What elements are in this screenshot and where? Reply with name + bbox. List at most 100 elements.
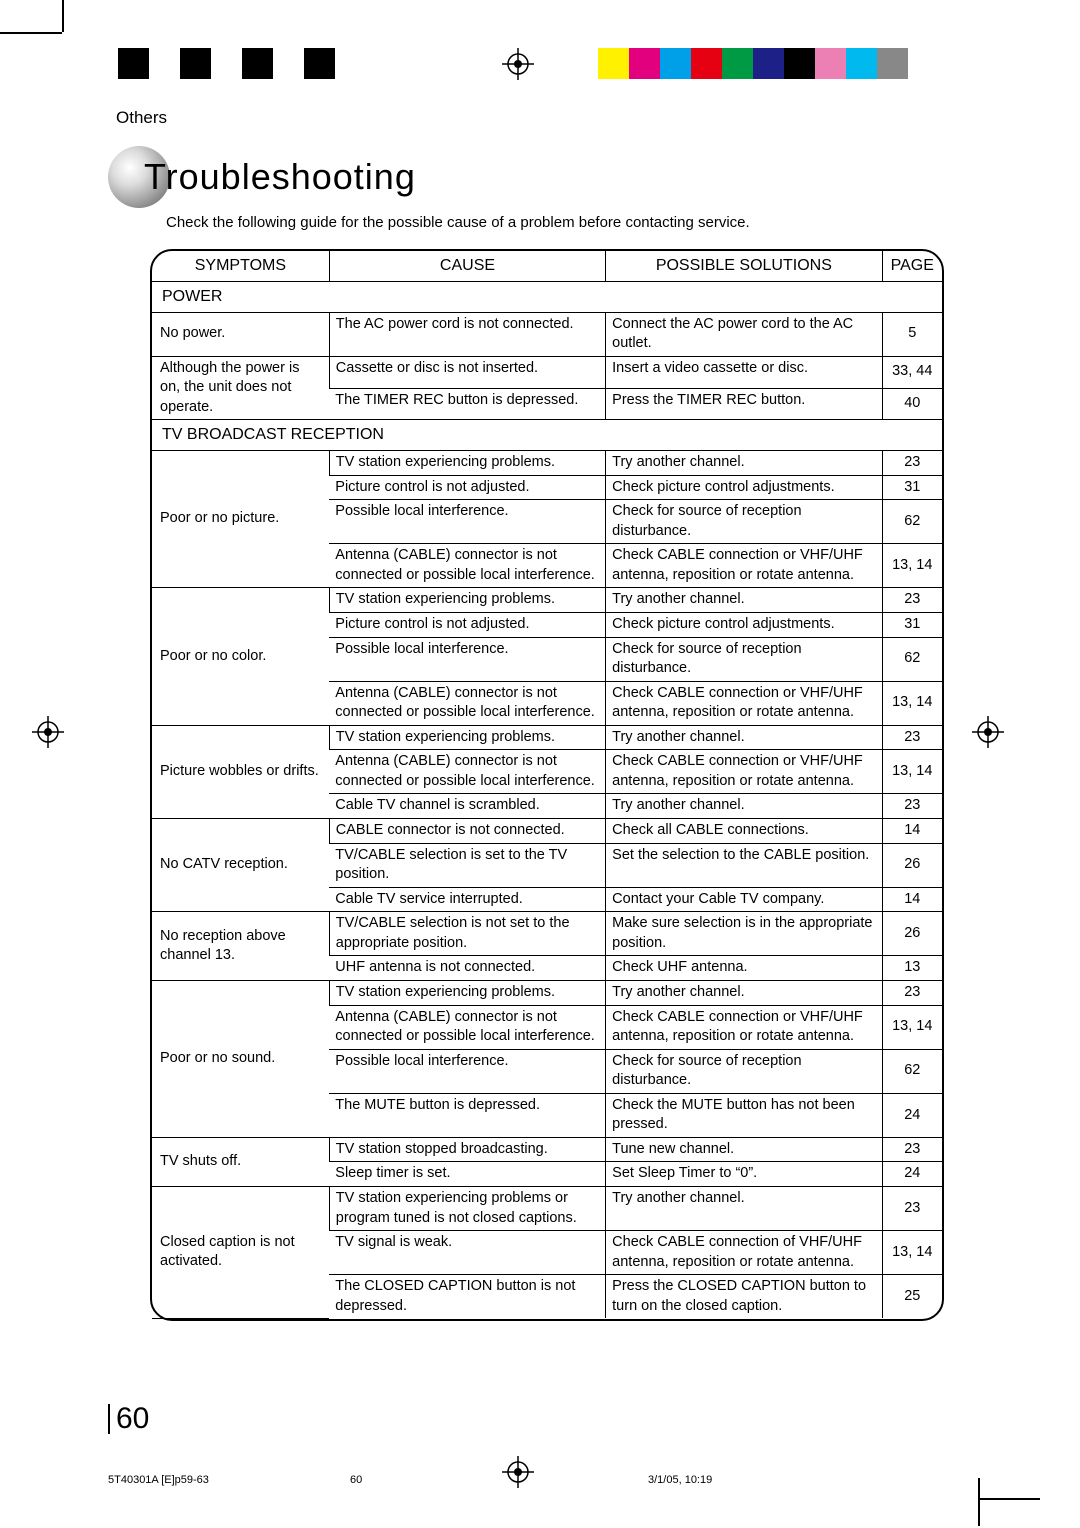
solution-cell: Set Sleep Timer to “0”.	[606, 1162, 882, 1187]
symptom-cell: Poor or no sound.	[152, 980, 329, 1137]
symptom-cell: Although the power is on, the unit does …	[152, 356, 329, 420]
page-cell: 23	[882, 725, 942, 750]
cause-cell: Cassette or disc is not inserted.	[329, 356, 605, 388]
table-header-row: SYMPTOMS CAUSE POSSIBLE SOLUTIONS PAGE	[152, 251, 942, 282]
solution-cell: Check CABLE connection of VHF/UHF antenn…	[606, 1231, 882, 1275]
crop-mark	[62, 0, 64, 32]
page-cell: 31	[882, 475, 942, 500]
cause-cell: Antenna (CABLE) connector is not connect…	[329, 750, 605, 794]
page-cell: 14	[882, 819, 942, 844]
cause-cell: TV station experiencing problems or prog…	[329, 1187, 605, 1231]
page-cell: 62	[882, 500, 942, 544]
section-header-row: TV BROADCAST RECEPTION	[152, 420, 942, 451]
cause-cell: The CLOSED CAPTION button is not depress…	[329, 1275, 605, 1319]
page-cell: 33, 44	[882, 356, 942, 388]
solution-cell: Tune new channel.	[606, 1137, 882, 1162]
solution-cell: Check for source of reception disturbanc…	[606, 637, 882, 681]
page-cell: 24	[882, 1093, 942, 1137]
page-cell: 62	[882, 637, 942, 681]
solution-cell: Try another channel.	[606, 1187, 882, 1231]
page-cell: 26	[882, 912, 942, 956]
page-cell: 5	[882, 312, 942, 356]
page-cell: 62	[882, 1049, 942, 1093]
cause-cell: TV station experiencing problems.	[329, 588, 605, 613]
symptom-cell: No power.	[152, 312, 329, 356]
solution-cell: Check CABLE connection or VHF/UHF antenn…	[606, 1005, 882, 1049]
solution-cell: Make sure selection is in the appropriat…	[606, 912, 882, 956]
table-row: Poor or no sound.TV station experiencing…	[152, 980, 942, 1005]
cause-cell: TV/CABLE selection is not set to the app…	[329, 912, 605, 956]
table-row: No power.The AC power cord is not connec…	[152, 312, 942, 356]
page-cell: 13, 14	[882, 1231, 942, 1275]
table-row: Closed caption is not activated.TV stati…	[152, 1187, 942, 1231]
cause-cell: Antenna (CABLE) connector is not connect…	[329, 1005, 605, 1049]
solution-cell: Check for source of reception disturbanc…	[606, 500, 882, 544]
page-content: Others Troubleshooting Check the followi…	[108, 108, 944, 1392]
cause-cell: The AC power cord is not connected.	[329, 312, 605, 356]
page-cell: 23	[882, 451, 942, 476]
section-label: Others	[108, 108, 944, 128]
cause-cell: Picture control is not adjusted.	[329, 475, 605, 500]
page-cell: 23	[882, 794, 942, 819]
table-row: Although the power is on, the unit does …	[152, 356, 942, 388]
cause-cell: Sleep timer is set.	[329, 1162, 605, 1187]
solution-cell: Check CABLE connection or VHF/UHF antenn…	[606, 750, 882, 794]
symptom-cell: Closed caption is not activated.	[152, 1187, 329, 1319]
section-name: TV BROADCAST RECEPTION	[152, 420, 942, 451]
symptom-cell: Poor or no picture.	[152, 451, 329, 588]
cause-cell: TV signal is weak.	[329, 1231, 605, 1275]
solution-cell: Press the TIMER REC button.	[606, 388, 882, 420]
solution-cell: Check CABLE connection or VHF/UHF antenn…	[606, 681, 882, 725]
page-cell: 13	[882, 956, 942, 981]
page-title: Troubleshooting	[144, 156, 416, 198]
table-row: No CATV reception.CABLE connector is not…	[152, 819, 942, 844]
page-cell: 23	[882, 980, 942, 1005]
page-cell: 14	[882, 887, 942, 912]
symptom-cell: No reception above channel 13.	[152, 912, 329, 981]
cause-cell: TV station experiencing problems.	[329, 980, 605, 1005]
registration-mark-icon	[972, 716, 1004, 748]
solution-cell: Try another channel.	[606, 451, 882, 476]
solution-cell: Check CABLE connection or VHF/UHF antenn…	[606, 544, 882, 588]
header-solutions: POSSIBLE SOLUTIONS	[606, 251, 882, 282]
page-cell: 13, 14	[882, 544, 942, 588]
page-cell: 26	[882, 843, 942, 887]
crop-mark	[978, 1478, 980, 1526]
cause-cell: Antenna (CABLE) connector is not connect…	[329, 544, 605, 588]
section-name: POWER	[152, 282, 942, 313]
cause-cell: CABLE connector is not connected.	[329, 819, 605, 844]
page-cell: 31	[882, 612, 942, 637]
cause-cell: TV station stopped broadcasting.	[329, 1137, 605, 1162]
cause-cell: Picture control is not adjusted.	[329, 612, 605, 637]
page-cell: 13, 14	[882, 681, 942, 725]
cause-cell: TV/CABLE selection is set to the TV posi…	[329, 843, 605, 887]
registration-mark-icon	[502, 1456, 534, 1488]
table-row: Poor or no picture.TV station experienci…	[152, 451, 942, 476]
table-row: Picture wobbles or drifts.TV station exp…	[152, 725, 942, 750]
table-row: No reception above channel 13.TV/CABLE s…	[152, 912, 942, 956]
page-cell: 23	[882, 588, 942, 613]
page-cell: 13, 14	[882, 1005, 942, 1049]
registration-mark-icon	[502, 48, 534, 80]
header-cause: CAUSE	[329, 251, 605, 282]
footer-timestamp: 3/1/05, 10:19	[648, 1474, 712, 1486]
cause-cell: The TIMER REC button is depressed.	[329, 388, 605, 420]
cause-cell: Cable TV service interrupted.	[329, 887, 605, 912]
solution-cell: Check picture control adjustments.	[606, 612, 882, 637]
footer-doc-id: 5T40301A [E]p59-63	[108, 1474, 209, 1486]
solution-cell: Try another channel.	[606, 725, 882, 750]
crop-mark	[0, 32, 62, 34]
print-grayscale-bar	[118, 48, 335, 79]
footer-page: 60	[350, 1474, 362, 1486]
cause-cell: TV station experiencing problems.	[329, 725, 605, 750]
solution-cell: Try another channel.	[606, 980, 882, 1005]
page-cell: 23	[882, 1187, 942, 1231]
page-cell: 23	[882, 1137, 942, 1162]
troubleshooting-table: SYMPTOMS CAUSE POSSIBLE SOLUTIONS PAGE P…	[150, 249, 944, 1321]
table-row: TV shuts off.TV station stopped broadcas…	[152, 1137, 942, 1162]
page-cell: 25	[882, 1275, 942, 1319]
solution-cell: Check picture control adjustments.	[606, 475, 882, 500]
cause-cell: The MUTE button is depressed.	[329, 1093, 605, 1137]
solution-cell: Check UHF antenna.	[606, 956, 882, 981]
symptom-cell: TV shuts off.	[152, 1137, 329, 1186]
